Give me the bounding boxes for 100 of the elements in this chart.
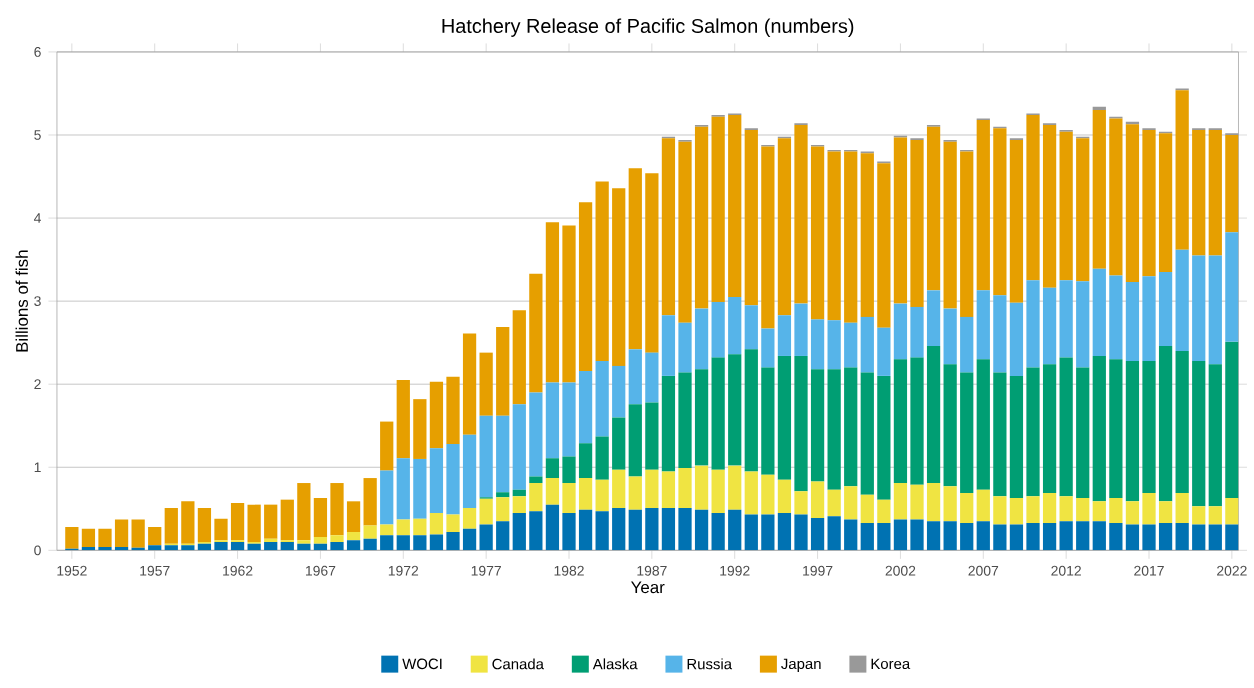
bar bbox=[396, 519, 410, 536]
bar bbox=[313, 497, 328, 537]
bar bbox=[1125, 524, 1140, 551]
bar bbox=[694, 369, 709, 466]
bar bbox=[744, 349, 758, 472]
bar bbox=[562, 225, 576, 383]
bar bbox=[247, 504, 261, 542]
bar bbox=[181, 545, 195, 551]
bar bbox=[1026, 367, 1040, 497]
bar bbox=[794, 514, 808, 551]
bar bbox=[496, 492, 510, 498]
bar bbox=[612, 507, 626, 551]
bar bbox=[1142, 524, 1156, 551]
bar bbox=[1225, 232, 1239, 342]
bar bbox=[844, 486, 858, 520]
bar bbox=[413, 535, 427, 551]
bar bbox=[728, 354, 742, 466]
bar bbox=[1158, 501, 1173, 523]
bar bbox=[1192, 255, 1206, 361]
bar bbox=[711, 357, 725, 470]
bar bbox=[131, 519, 145, 548]
bar bbox=[877, 327, 891, 376]
bar bbox=[595, 511, 609, 551]
bar bbox=[761, 514, 775, 551]
bar bbox=[214, 541, 228, 551]
bar bbox=[297, 482, 311, 541]
bar bbox=[810, 369, 825, 482]
bar bbox=[1026, 280, 1040, 368]
bar bbox=[578, 509, 593, 551]
bar bbox=[1059, 280, 1073, 358]
bar bbox=[148, 545, 162, 551]
bar bbox=[363, 538, 377, 551]
bar bbox=[960, 522, 974, 551]
x-tick-label: 1992 bbox=[720, 565, 750, 576]
bar bbox=[827, 489, 841, 517]
bar bbox=[628, 168, 642, 350]
bar bbox=[926, 126, 941, 291]
bar bbox=[877, 522, 891, 551]
bar bbox=[910, 357, 924, 485]
bar bbox=[396, 458, 410, 520]
bar bbox=[512, 496, 526, 513]
bar bbox=[479, 352, 493, 416]
bar bbox=[645, 507, 659, 551]
bar bbox=[761, 328, 775, 368]
bar bbox=[181, 501, 195, 544]
bar bbox=[429, 512, 444, 535]
bar bbox=[893, 482, 908, 520]
bar bbox=[777, 479, 792, 513]
bar bbox=[1026, 522, 1040, 551]
bar bbox=[661, 507, 676, 551]
bar bbox=[960, 316, 974, 373]
bar bbox=[1059, 131, 1073, 281]
bar bbox=[893, 303, 908, 360]
bar bbox=[214, 518, 228, 541]
bar bbox=[1042, 522, 1057, 551]
x-tick-label: 2007 bbox=[968, 565, 999, 576]
bar bbox=[496, 326, 510, 416]
bar bbox=[545, 504, 560, 551]
bar bbox=[1026, 114, 1040, 281]
bar bbox=[230, 541, 245, 551]
bar bbox=[694, 465, 709, 510]
x-tick-label: 1972 bbox=[388, 565, 419, 576]
bar bbox=[612, 365, 626, 418]
bar bbox=[1142, 360, 1156, 493]
bar bbox=[993, 524, 1007, 551]
bar bbox=[810, 146, 825, 320]
bar bbox=[877, 163, 891, 328]
bar bbox=[893, 519, 908, 551]
bar bbox=[694, 126, 709, 309]
y-tick-label: 0 bbox=[34, 545, 41, 556]
y-tick-label: 5 bbox=[34, 130, 41, 140]
bar bbox=[1125, 360, 1140, 502]
bar bbox=[827, 516, 841, 551]
bar bbox=[380, 421, 394, 471]
bar bbox=[993, 496, 1007, 525]
bar bbox=[910, 519, 924, 551]
bar bbox=[744, 471, 758, 515]
bar bbox=[1042, 492, 1057, 523]
bar bbox=[1076, 281, 1090, 368]
bar bbox=[545, 382, 560, 459]
bar bbox=[1092, 521, 1106, 551]
bar bbox=[1142, 276, 1156, 361]
bar bbox=[1208, 524, 1222, 551]
bar bbox=[844, 322, 858, 368]
bar bbox=[661, 375, 676, 472]
bar bbox=[396, 379, 410, 459]
bar bbox=[396, 535, 410, 551]
bar bbox=[960, 492, 974, 523]
bar bbox=[1009, 302, 1024, 376]
bar bbox=[529, 392, 543, 477]
bar bbox=[1158, 271, 1173, 346]
bar bbox=[810, 319, 825, 370]
bar bbox=[877, 499, 891, 523]
bar bbox=[1225, 497, 1239, 525]
bar bbox=[943, 521, 957, 551]
x-tick-label: 1962 bbox=[223, 565, 253, 576]
bar bbox=[1142, 129, 1156, 277]
x-tick-label: 1967 bbox=[305, 565, 336, 576]
y-axis-title: Billions of fish bbox=[15, 250, 28, 352]
bar bbox=[1208, 364, 1222, 507]
